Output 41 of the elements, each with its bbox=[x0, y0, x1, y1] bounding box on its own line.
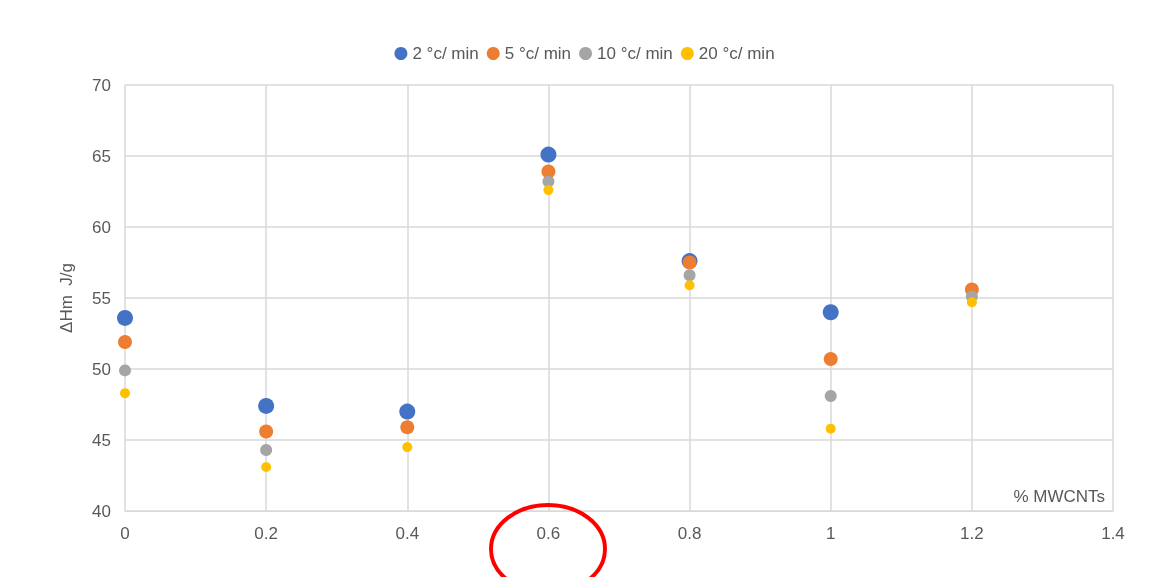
y-tick-label: 55 bbox=[92, 288, 111, 308]
point bbox=[399, 403, 416, 420]
x-tick-label: 0.6 bbox=[536, 524, 561, 543]
point bbox=[684, 280, 695, 291]
point bbox=[120, 388, 130, 399]
x-tick-label: 0.2 bbox=[254, 524, 278, 543]
point bbox=[258, 397, 275, 414]
point bbox=[117, 309, 133, 326]
point bbox=[543, 185, 554, 196]
x-tick-label: 1.2 bbox=[960, 524, 984, 543]
point bbox=[824, 389, 837, 402]
y-axis-title: ΔHm J/g bbox=[57, 263, 76, 333]
x-tick-label: 0.4 bbox=[395, 524, 420, 543]
point bbox=[825, 423, 836, 434]
point bbox=[822, 304, 839, 321]
x-axis-title: % MWCNTs bbox=[1013, 487, 1106, 506]
point bbox=[261, 461, 272, 472]
legend-label: 5 °c/ min bbox=[504, 44, 572, 63]
point bbox=[540, 146, 557, 163]
y-tick-label: 60 bbox=[92, 217, 111, 237]
y-tick-label: 65 bbox=[92, 146, 111, 166]
x-tick-label: 0 bbox=[120, 524, 130, 543]
point bbox=[259, 424, 274, 439]
y-tick-label: 40 bbox=[92, 501, 111, 521]
x-tick-label: 1 bbox=[825, 524, 836, 543]
point bbox=[683, 269, 696, 282]
point bbox=[966, 297, 977, 308]
point bbox=[400, 420, 415, 435]
y-tick-label: 50 bbox=[92, 359, 111, 379]
y-tick-label: 45 bbox=[92, 430, 111, 450]
legend-label: 20 °c/ min bbox=[698, 44, 775, 63]
legend-label: 10 °c/ min bbox=[597, 44, 673, 63]
point bbox=[260, 443, 273, 456]
point bbox=[119, 364, 131, 377]
point bbox=[823, 352, 838, 367]
x-tick-label: 0.8 bbox=[677, 524, 702, 543]
legend-label: 2 °c/ min bbox=[412, 44, 479, 63]
point bbox=[402, 442, 413, 453]
point bbox=[118, 335, 132, 350]
x-tick-label: 1.4 bbox=[1101, 524, 1125, 543]
y-tick-label: 70 bbox=[92, 75, 111, 95]
